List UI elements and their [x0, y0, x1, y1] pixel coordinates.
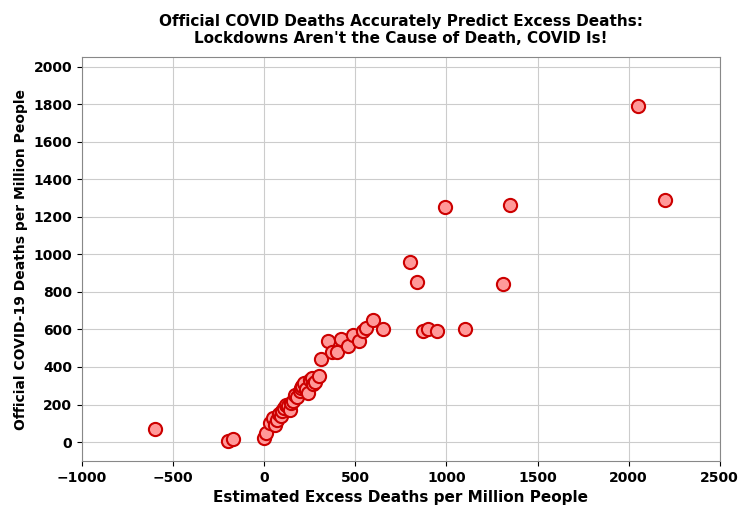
- Point: [347, 331, 359, 339]
- Point: [149, 425, 161, 433]
- Point: [325, 348, 337, 356]
- Point: [275, 412, 287, 420]
- Point: [297, 381, 309, 390]
- Point: [271, 415, 283, 424]
- Point: [497, 280, 509, 289]
- Point: [260, 429, 272, 437]
- Point: [334, 335, 346, 343]
- Point: [302, 389, 314, 398]
- Point: [221, 437, 233, 445]
- Point: [312, 372, 325, 380]
- Point: [294, 384, 306, 392]
- Point: [309, 378, 322, 386]
- Point: [438, 203, 450, 212]
- Point: [342, 342, 354, 350]
- Point: [411, 278, 423, 286]
- Point: [416, 327, 428, 335]
- Point: [288, 397, 300, 405]
- Title: Official COVID Deaths Accurately Predict Excess Deaths:
Lockdowns Aren't the Cau: Official COVID Deaths Accurately Predict…: [159, 14, 643, 46]
- Point: [298, 379, 310, 387]
- Point: [303, 376, 316, 384]
- Point: [404, 257, 416, 266]
- Point: [284, 406, 296, 414]
- Point: [300, 385, 312, 393]
- Point: [291, 393, 303, 401]
- Point: [659, 196, 671, 204]
- X-axis label: Estimated Excess Deaths per Million People: Estimated Excess Deaths per Million Peop…: [213, 490, 588, 505]
- Point: [422, 325, 434, 334]
- Point: [360, 323, 372, 332]
- Point: [505, 201, 517, 210]
- Point: [353, 336, 365, 345]
- Point: [280, 400, 292, 408]
- Point: [322, 336, 334, 345]
- Point: [273, 409, 285, 418]
- Y-axis label: Official COVID-19 Deaths per Million People: Official COVID-19 Deaths per Million Peo…: [14, 89, 28, 430]
- Point: [306, 374, 318, 383]
- Point: [356, 327, 368, 335]
- Point: [632, 102, 644, 110]
- Point: [376, 325, 389, 334]
- Point: [269, 421, 281, 429]
- Point: [289, 391, 301, 399]
- Point: [278, 404, 290, 413]
- Point: [459, 325, 471, 334]
- Point: [285, 399, 297, 407]
- Point: [267, 414, 279, 422]
- Point: [227, 435, 239, 443]
- Point: [276, 407, 288, 415]
- Point: [367, 316, 380, 324]
- Point: [331, 348, 343, 356]
- Point: [264, 419, 276, 428]
- Point: [282, 402, 294, 411]
- Point: [294, 387, 306, 395]
- Point: [431, 327, 444, 335]
- Point: [258, 434, 270, 443]
- Point: [315, 356, 327, 364]
- Point: [307, 380, 319, 388]
